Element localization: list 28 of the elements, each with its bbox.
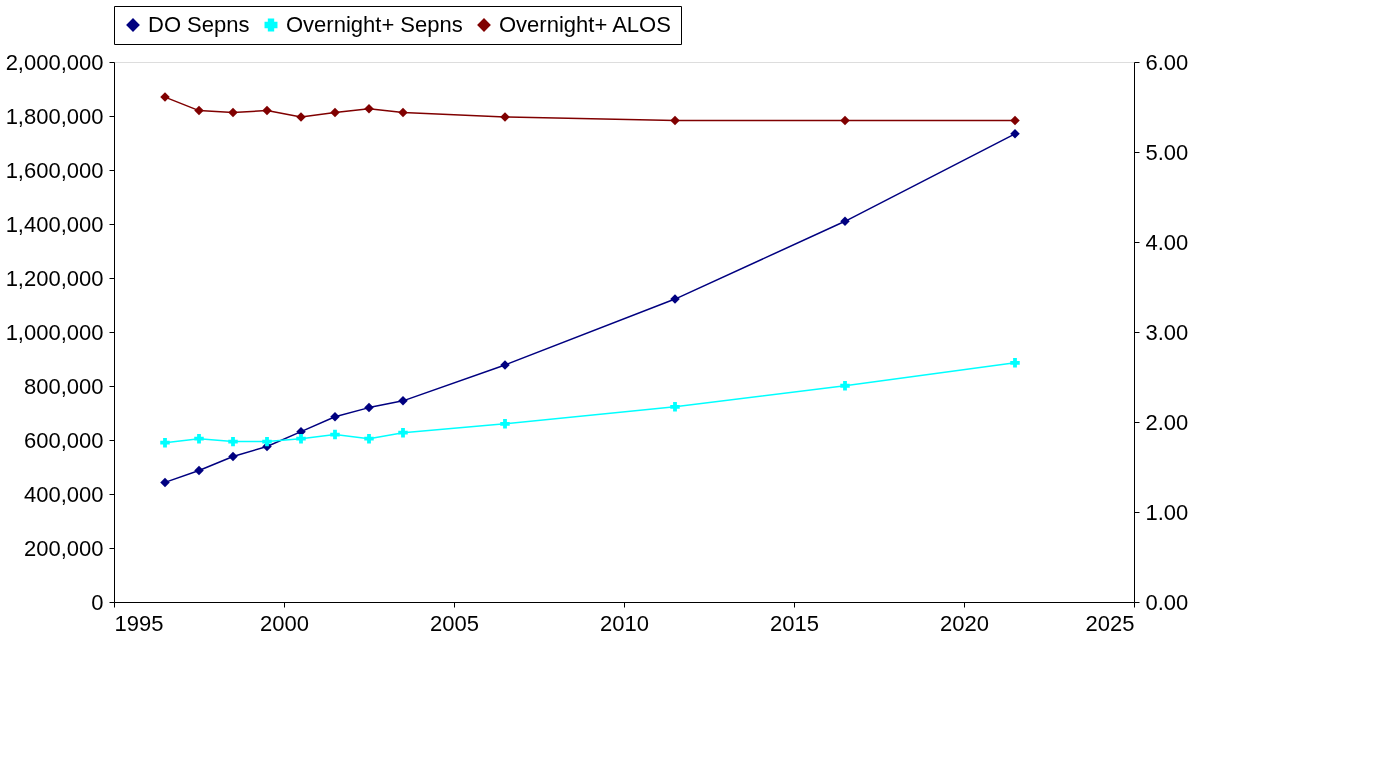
y2-tick-label: 4.00 <box>1145 229 1189 255</box>
y-tick-label: 600,000 <box>23 427 104 453</box>
y-tick-label: 1,000,000 <box>5 319 104 345</box>
x-tick-label: 2010 <box>600 610 649 636</box>
y-tick-label: 1,800,000 <box>5 103 104 129</box>
x-tick-label: 1995 <box>114 610 164 636</box>
legend-label: Overnight+ Sepns <box>286 12 463 37</box>
legend-label: Overnight+ ALOS <box>499 12 671 37</box>
y-tick-label: 1,400,000 <box>5 211 104 237</box>
y2-tick-label: 0.00 <box>1145 589 1189 615</box>
y-tick-label: 400,000 <box>23 481 104 507</box>
y-tick-label: 1,600,000 <box>5 157 104 183</box>
y2-tick-label: 5.00 <box>1145 139 1189 165</box>
y-tick-label: 200,000 <box>23 535 104 561</box>
y-tick-label: 1,200,000 <box>5 265 104 291</box>
x-tick-label: 2020 <box>940 610 989 636</box>
y-tick-label: 0 <box>91 589 104 615</box>
x-tick-label: 2005 <box>430 610 479 636</box>
y-tick-label: 800,000 <box>23 373 104 399</box>
x-tick-label: 2000 <box>260 610 309 636</box>
y-tick-label: 2,000,000 <box>5 49 104 75</box>
y2-tick-label: 3.00 <box>1145 319 1189 345</box>
y2-tick-label: 6.00 <box>1145 49 1189 75</box>
y2-tick-label: 1.00 <box>1145 499 1189 525</box>
legend-label: DO Sepns <box>148 12 250 37</box>
y2-tick-label: 2.00 <box>1145 409 1189 435</box>
x-tick-label: 2015 <box>770 610 819 636</box>
x-tick-label: 2025 <box>1085 610 1135 636</box>
